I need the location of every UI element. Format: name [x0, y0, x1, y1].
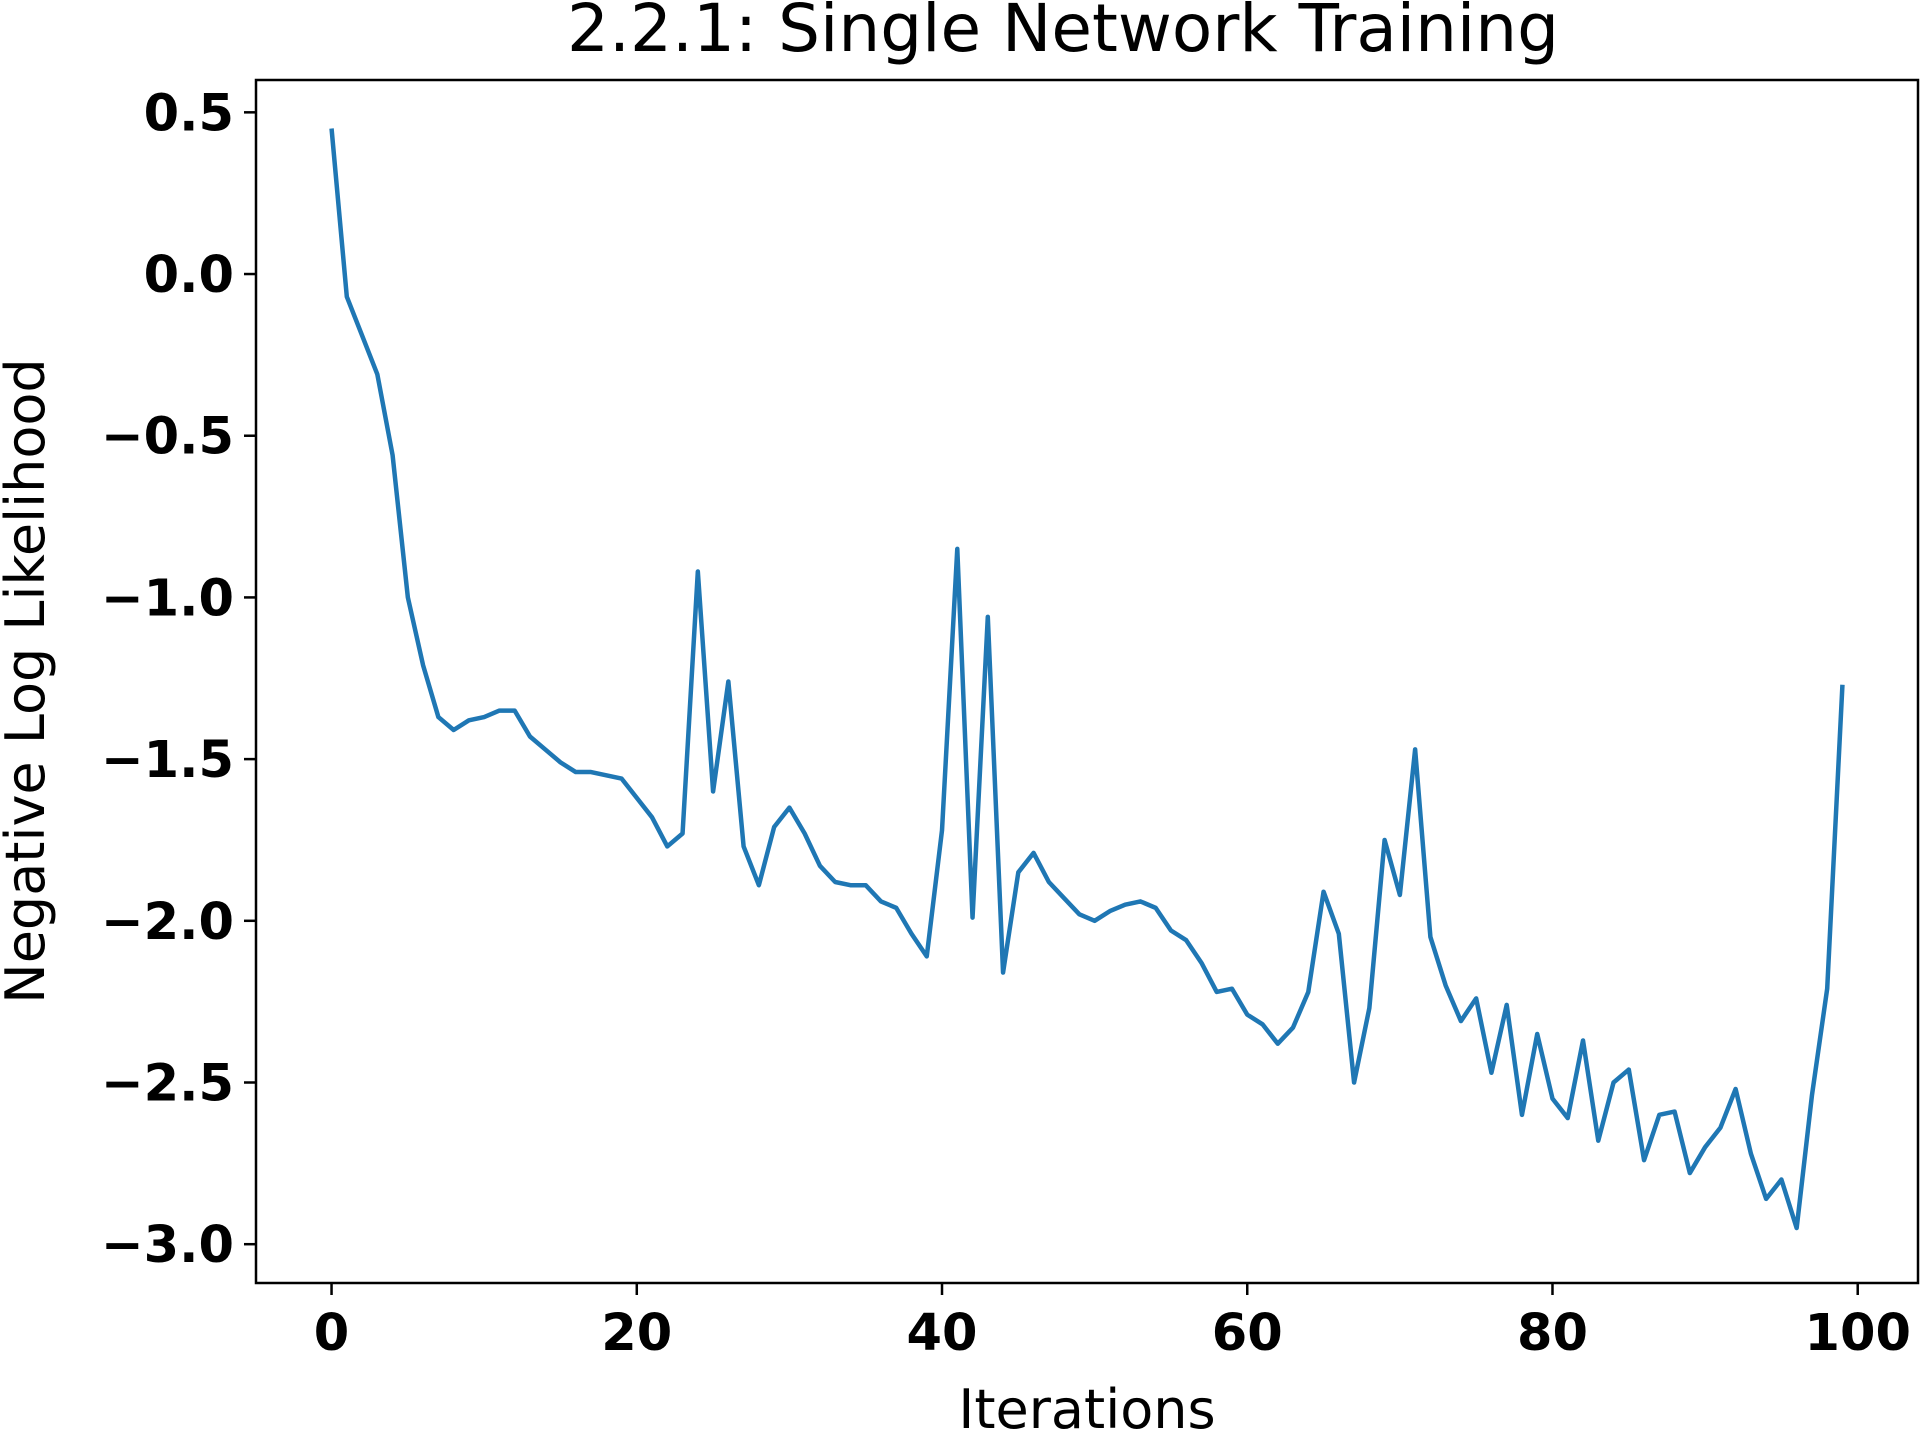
y-tick-label: −1.0	[101, 569, 234, 628]
y-tick-label: −2.0	[101, 893, 234, 952]
x-tick-label: 80	[1517, 1304, 1588, 1363]
x-axis-ticks: 0 20 40 60 80 100	[314, 1283, 1911, 1363]
y-axis-label: Negative Log Likelihood	[0, 358, 57, 1003]
y-tick-label: −1.5	[101, 731, 234, 790]
y-tick-label: −2.5	[101, 1055, 234, 1114]
chart-title: 2.2.1: Single Network Training	[567, 0, 1559, 67]
y-tick-label: 0.0	[144, 246, 234, 305]
series-line	[329, 128, 1845, 1231]
x-tick-label: 100	[1804, 1304, 1910, 1363]
plot-series	[329, 128, 1845, 1231]
x-tick-label: 20	[601, 1304, 672, 1363]
x-tick-label: 40	[907, 1304, 978, 1363]
y-axis-ticks: 0.5 0.0 −0.5 −1.0 −1.5 −2.0 −2.5 −3.0	[101, 84, 256, 1275]
x-axis-label: Iterations	[958, 1378, 1215, 1440]
y-tick-label: 0.5	[144, 84, 234, 143]
plot-frame	[254, 78, 1920, 1285]
y-tick-label: −3.0	[101, 1216, 234, 1275]
x-tick-label: 0	[314, 1304, 350, 1363]
y-tick-label: −0.5	[101, 408, 234, 467]
x-tick-label: 60	[1212, 1304, 1283, 1363]
